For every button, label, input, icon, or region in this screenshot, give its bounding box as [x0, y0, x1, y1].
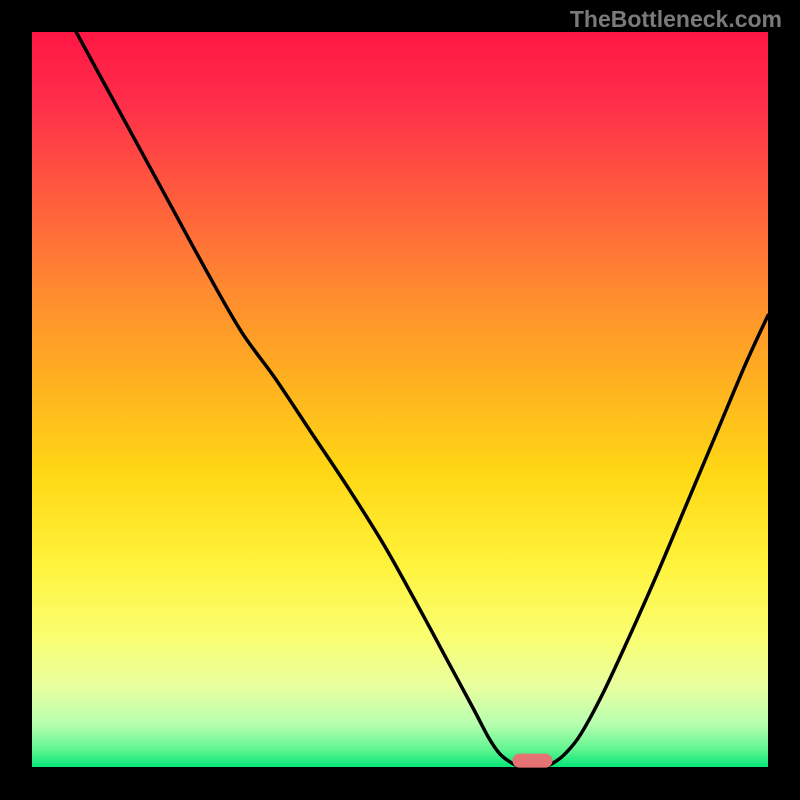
bottleneck-chart	[0, 0, 800, 800]
optimal-marker	[512, 754, 552, 768]
watermark-text: TheBottleneck.com	[570, 6, 782, 33]
plot-background	[32, 32, 768, 768]
